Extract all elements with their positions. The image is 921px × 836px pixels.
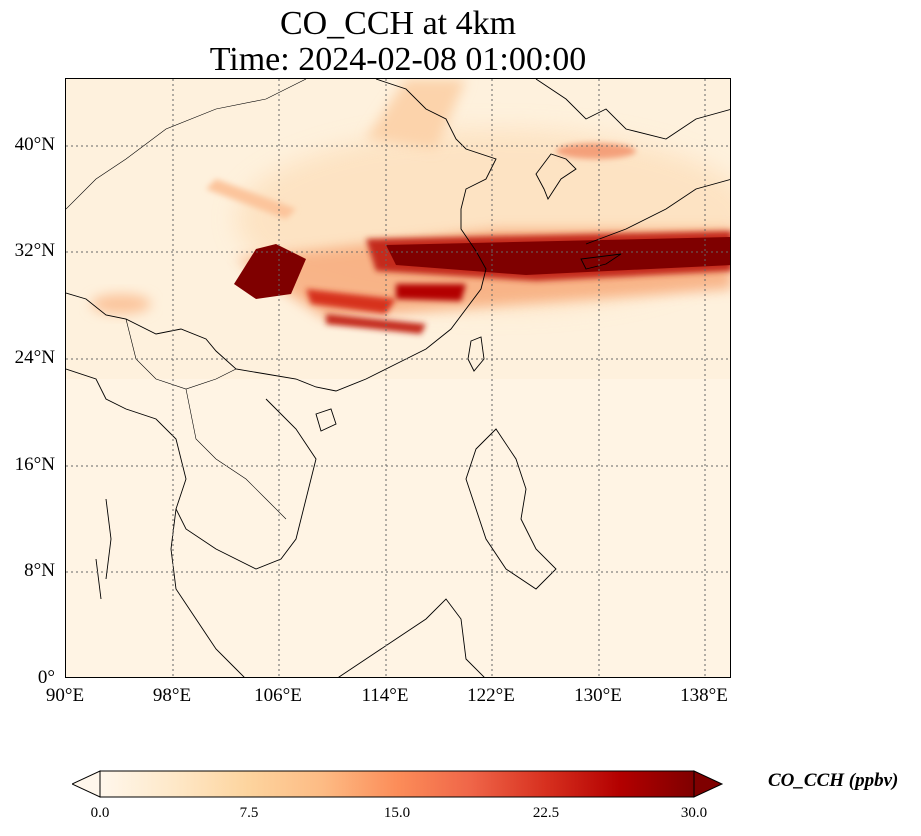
colorbar-tick-label: 7.5 bbox=[239, 805, 259, 821]
philippines bbox=[465, 428, 557, 590]
plot-title: CO_CCH at 4km bbox=[279, 5, 517, 42]
hainan-island bbox=[315, 408, 337, 432]
west-streak bbox=[206, 179, 296, 219]
colorbar-tick-label: 0.0 bbox=[90, 805, 110, 821]
colorbar bbox=[72, 770, 724, 798]
country-borders bbox=[66, 79, 307, 520]
lon-tick-label: 114°E bbox=[361, 685, 409, 706]
colorbar-label: CO_CCH (ppbv) bbox=[768, 770, 899, 791]
japan-islands bbox=[580, 179, 730, 270]
malay-peninsula bbox=[170, 508, 245, 677]
colorbar-tick-label: 30.0 bbox=[680, 805, 708, 821]
lon-tick-label: 90°E bbox=[45, 685, 85, 706]
map-panel bbox=[65, 78, 731, 678]
plume-core-west bbox=[234, 244, 306, 299]
china-coast bbox=[66, 79, 497, 392]
lat-tick-label: 24°N bbox=[14, 347, 55, 368]
lat-tick-label: 16°N bbox=[14, 454, 55, 475]
colorbar-tick-label: 22.5 bbox=[532, 805, 560, 821]
borneo-coast bbox=[338, 598, 485, 677]
korea-peninsula bbox=[535, 153, 577, 200]
lat-tick-label: 8°N bbox=[24, 560, 55, 581]
colorbar-max-extend bbox=[693, 770, 724, 798]
korea-plume bbox=[556, 143, 636, 159]
border-north bbox=[66, 79, 307, 210]
border-southwest bbox=[125, 318, 237, 390]
coastlines bbox=[66, 79, 730, 677]
taiwan-island bbox=[467, 336, 485, 372]
gridlines bbox=[66, 79, 730, 677]
co-plume-layer bbox=[91, 79, 730, 334]
lon-tick-label: 138°E bbox=[680, 685, 728, 706]
colorbar-gradient bbox=[99, 770, 695, 798]
plume-filament-1 bbox=[306, 289, 396, 314]
lat-tick-label: 0° bbox=[37, 667, 55, 688]
colorbar-min-extend bbox=[72, 770, 101, 798]
lon-tick-label: 122°E bbox=[467, 685, 515, 706]
plot-time-label: Time: 2024-02-08 01:00:00 bbox=[209, 41, 587, 78]
andaman-islands bbox=[95, 498, 112, 600]
northern-plume bbox=[366, 79, 466, 149]
plume-core-dark bbox=[386, 237, 730, 275]
lon-tick-label: 130°E bbox=[574, 685, 622, 706]
plume-filament-2 bbox=[326, 314, 426, 334]
himalaya-patch bbox=[91, 294, 151, 314]
lat-tick-label: 32°N bbox=[14, 240, 55, 261]
northeast-coast bbox=[535, 79, 730, 140]
map-canvas bbox=[66, 79, 730, 677]
indochina-coast bbox=[66, 368, 317, 570]
plume-filament-3 bbox=[396, 284, 466, 301]
lon-tick-label: 106°E bbox=[254, 685, 302, 706]
lat-tick-label: 40°N bbox=[14, 134, 55, 155]
lon-tick-label: 98°E bbox=[152, 685, 192, 706]
colorbar-tick-label: 15.0 bbox=[383, 805, 411, 821]
border-indochina bbox=[185, 388, 287, 520]
